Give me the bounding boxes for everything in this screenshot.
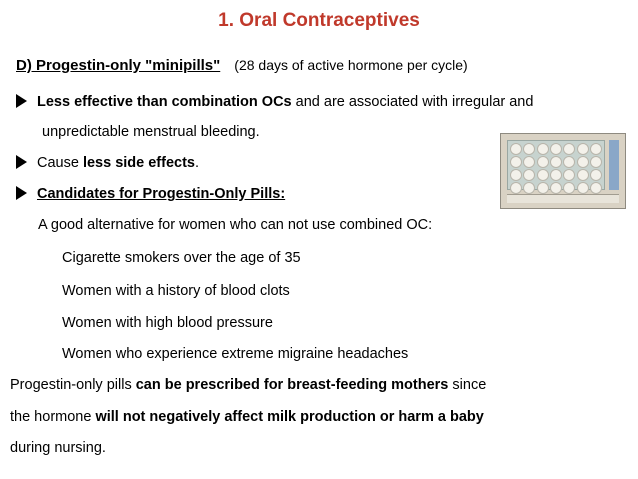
bullet-2-post: . xyxy=(195,155,200,171)
bullet-1-continuation: unpredictable menstrual bleeding. xyxy=(42,124,260,140)
section-heading-line: D) Progestin-only "minipills" (28 days o… xyxy=(16,57,468,74)
pill-icon xyxy=(510,182,523,194)
bullet-2-pre: Cause xyxy=(37,155,83,171)
closing-line-1: Progestin-only pills can be prescribed f… xyxy=(10,377,486,393)
pill-icon xyxy=(510,169,523,181)
bullet-2-bold: less side effects xyxy=(82,155,195,171)
pill-icon xyxy=(563,156,576,168)
pill-icon xyxy=(549,182,562,194)
arrow-bullet-icon xyxy=(16,155,27,169)
closing-line-2: the hormone will not negatively affect m… xyxy=(10,409,484,425)
pill-icon xyxy=(536,169,549,181)
closing-text: Progestin-only pills xyxy=(10,377,136,393)
pill-icon xyxy=(536,143,549,155)
pill-icon xyxy=(576,143,589,155)
pill-icon xyxy=(549,156,562,168)
pill-icon xyxy=(576,169,589,181)
candidate-item: Cigarette smokers over the age of 35 xyxy=(62,250,301,266)
slide-title: 1. Oral Contraceptives xyxy=(218,10,420,31)
closing-text: since xyxy=(448,377,487,393)
pill-icon xyxy=(576,182,589,194)
pill-icon xyxy=(510,143,523,155)
intro-text: A good alternative for women who can not… xyxy=(38,217,433,233)
arrow-bullet-icon xyxy=(16,94,27,108)
bullet-1-bold: Less effective than combination OCs xyxy=(37,94,292,110)
pill-icon xyxy=(549,143,562,155)
closing-bold: will not negatively affect milk producti… xyxy=(95,409,484,425)
pill-icon xyxy=(523,169,536,181)
section-heading: D) Progestin-only "minipills" xyxy=(16,57,221,74)
pill-icon xyxy=(576,156,589,168)
section-note: (28 days of active hormone per cycle) xyxy=(234,57,468,73)
pill-icon xyxy=(549,169,562,181)
candidate-item: Women with high blood pressure xyxy=(62,315,273,331)
pill-icon xyxy=(523,156,536,168)
pill-icon xyxy=(563,182,576,194)
closing-line-3: during nursing. xyxy=(10,440,106,456)
bullet-3-label: Candidates for Progestin-Only Pills: xyxy=(37,186,286,202)
closing-text: the hormone xyxy=(10,409,96,425)
pill-icon xyxy=(589,182,602,194)
pill-icon xyxy=(523,182,536,194)
pill-icon xyxy=(589,156,602,168)
pill-icon xyxy=(510,156,523,168)
pill-icon xyxy=(536,182,549,194)
candidate-item: Women with a history of blood clots xyxy=(62,283,290,299)
pill-pack-image xyxy=(500,133,626,209)
bullet-2: Cause less side effects. xyxy=(16,155,199,171)
bullet-1: Less effective than combination OCs and … xyxy=(16,94,533,110)
blister-grid xyxy=(507,140,605,194)
pill-icon xyxy=(589,169,602,181)
pill-icon xyxy=(563,169,576,181)
pill-icon xyxy=(536,156,549,168)
pill-icon xyxy=(563,143,576,155)
pill-icon xyxy=(523,143,536,155)
closing-bold: can be prescribed for breast-feeding mot… xyxy=(135,377,449,393)
pack-tab-strip xyxy=(609,140,619,190)
pill-icon xyxy=(589,143,602,155)
candidate-item: Women who experience extreme migraine he… xyxy=(62,346,409,362)
arrow-bullet-icon xyxy=(16,186,27,200)
pack-label-strip xyxy=(507,194,619,203)
bullet-1-text: and are associated with irregular and xyxy=(291,94,534,110)
bullet-3: Candidates for Progestin-Only Pills: xyxy=(16,186,285,202)
